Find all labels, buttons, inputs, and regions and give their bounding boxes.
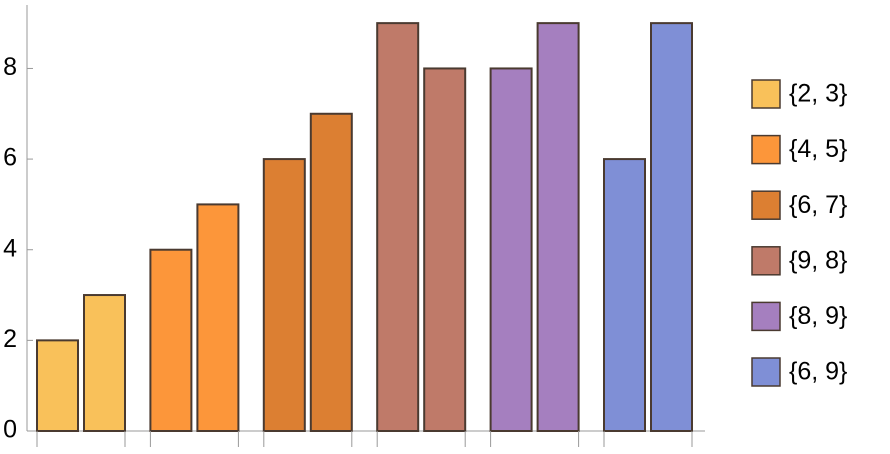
bar <box>83 294 126 432</box>
bar <box>650 22 693 433</box>
bar <box>149 248 193 432</box>
bar <box>489 67 533 432</box>
y-tick-label: 6 <box>3 144 17 172</box>
y-tick-label: 4 <box>3 234 17 262</box>
bar <box>309 112 353 432</box>
legend-swatch <box>751 134 781 165</box>
legend-label: {4, 5} <box>789 135 847 163</box>
legend-label: {8, 9} <box>789 302 847 330</box>
legend-swatch <box>751 79 781 109</box>
bar <box>36 339 79 432</box>
legend-swatch <box>751 357 781 387</box>
legend-swatch <box>751 301 781 332</box>
y-tick-label: 2 <box>3 325 17 353</box>
legend-swatch <box>751 246 781 276</box>
legend-swatch <box>751 190 781 220</box>
legend-label: {9, 8} <box>789 246 847 274</box>
bar <box>603 158 646 432</box>
bar <box>376 22 420 433</box>
legend-label: {6, 7} <box>789 191 847 219</box>
y-tick-label: 8 <box>3 53 17 81</box>
bar <box>423 67 467 432</box>
bar <box>262 158 306 432</box>
y-tick-label: 0 <box>3 416 17 444</box>
legend-label: {2, 3} <box>789 80 847 108</box>
bar <box>196 203 240 432</box>
legend-label: {6, 9} <box>789 358 847 386</box>
bar <box>536 22 580 433</box>
